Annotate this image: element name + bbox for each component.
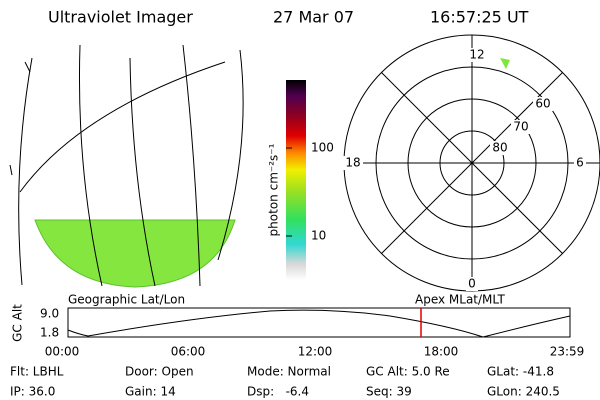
info-field: Mode: Normal bbox=[247, 365, 331, 379]
time-label: 06:00 bbox=[171, 345, 206, 359]
mlat-label: 60 bbox=[535, 97, 550, 111]
info-field: GLat: -41.8 bbox=[487, 365, 554, 379]
info-field: Gain: 14 bbox=[125, 385, 176, 399]
colorbar-tick-label: 10 bbox=[311, 229, 326, 243]
info-field: GLon: 240.5 bbox=[487, 385, 560, 399]
time-label: 18:00 bbox=[424, 345, 459, 359]
timeline-right-title: Apex MLat/MLT bbox=[415, 293, 505, 307]
altitude-curve bbox=[67, 309, 571, 338]
parallel bbox=[19, 61, 226, 193]
map-panel bbox=[9, 44, 244, 288]
timeline-axis-label: GC Alt bbox=[11, 304, 25, 342]
colorbar-tick-label: 100 bbox=[311, 141, 334, 155]
timeline-y-label: 1.8 bbox=[40, 326, 59, 340]
meridian bbox=[217, 49, 244, 261]
info-field: Flt: LBHL bbox=[10, 365, 64, 379]
instrument: Ultraviolet Imager bbox=[48, 8, 193, 27]
mlt-label: 6 bbox=[576, 156, 584, 170]
aurora-spot bbox=[500, 58, 510, 69]
mlt-label: 0 bbox=[468, 277, 476, 291]
info-field: Seq: 39 bbox=[366, 385, 412, 399]
meridian bbox=[129, 57, 156, 287]
time: 16:57:25 UT bbox=[430, 8, 529, 27]
time-label: 12:00 bbox=[298, 345, 333, 359]
meridian bbox=[18, 57, 33, 286]
mlat-label: 80 bbox=[492, 141, 507, 155]
info-field: IP: 36.0 bbox=[10, 385, 55, 399]
info-field: GC Alt: 5.0 Re bbox=[366, 365, 450, 379]
colorbar bbox=[286, 80, 306, 280]
meridian bbox=[78, 44, 103, 287]
polar-plot bbox=[343, 34, 600, 292]
mlat-label: 70 bbox=[513, 120, 528, 134]
time-label: 23:59 bbox=[550, 345, 585, 359]
mlt-label: 18 bbox=[345, 156, 360, 170]
mlt-label: 12 bbox=[469, 48, 484, 62]
tick bbox=[9, 61, 31, 176]
colorbar-label: photon cm⁻²s⁻¹ bbox=[267, 143, 281, 236]
timeline-y-label: 9.0 bbox=[40, 307, 59, 321]
timeline-box bbox=[67, 307, 571, 338]
timeline-left-title: Geographic Lat/Lon bbox=[68, 293, 185, 307]
meridian bbox=[182, 44, 201, 287]
time-label: 00:00 bbox=[45, 345, 80, 359]
aurora-image bbox=[34, 219, 236, 288]
info-field: Door: Open bbox=[125, 365, 194, 379]
info: Flt: LBHL Door: Open Mode: Normal GC Alt: 5… bbox=[10, 365, 560, 399]
info-field: Dsp: -6.4 bbox=[247, 385, 309, 399]
date: 27 Mar 07 bbox=[273, 8, 354, 27]
